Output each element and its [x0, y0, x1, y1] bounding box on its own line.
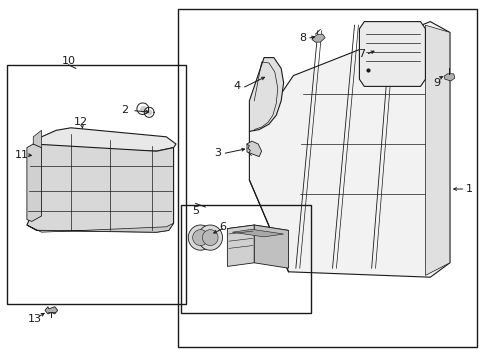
- Polygon shape: [202, 230, 218, 246]
- Polygon shape: [232, 229, 283, 237]
- Polygon shape: [192, 230, 208, 246]
- Polygon shape: [443, 74, 454, 81]
- Text: 7: 7: [358, 49, 365, 59]
- Text: 11: 11: [15, 150, 29, 160]
- Polygon shape: [198, 225, 222, 250]
- Bar: [178, 9, 476, 347]
- Polygon shape: [45, 307, 58, 314]
- Polygon shape: [27, 223, 173, 232]
- Text: 13: 13: [28, 314, 42, 324]
- Bar: [181, 205, 310, 313]
- Polygon shape: [27, 144, 173, 232]
- Bar: [7, 65, 185, 304]
- Polygon shape: [249, 58, 283, 131]
- Polygon shape: [254, 225, 288, 268]
- Text: 5: 5: [192, 206, 199, 216]
- Polygon shape: [33, 128, 176, 151]
- Text: 6: 6: [219, 222, 225, 232]
- Polygon shape: [249, 22, 449, 277]
- Text: 10: 10: [61, 56, 75, 66]
- Polygon shape: [33, 130, 41, 148]
- Text: 12: 12: [74, 117, 87, 127]
- Text: 3: 3: [214, 148, 221, 158]
- Text: 1: 1: [465, 184, 472, 194]
- Text: 2: 2: [121, 105, 128, 115]
- Polygon shape: [246, 141, 261, 157]
- Text: 9: 9: [432, 78, 439, 88]
- Polygon shape: [311, 34, 325, 42]
- Polygon shape: [227, 225, 254, 266]
- Polygon shape: [227, 225, 288, 234]
- Polygon shape: [359, 22, 425, 86]
- Polygon shape: [425, 25, 449, 275]
- Text: 8: 8: [299, 33, 306, 43]
- Polygon shape: [188, 225, 212, 250]
- Text: 4: 4: [233, 81, 240, 91]
- Polygon shape: [27, 144, 41, 221]
